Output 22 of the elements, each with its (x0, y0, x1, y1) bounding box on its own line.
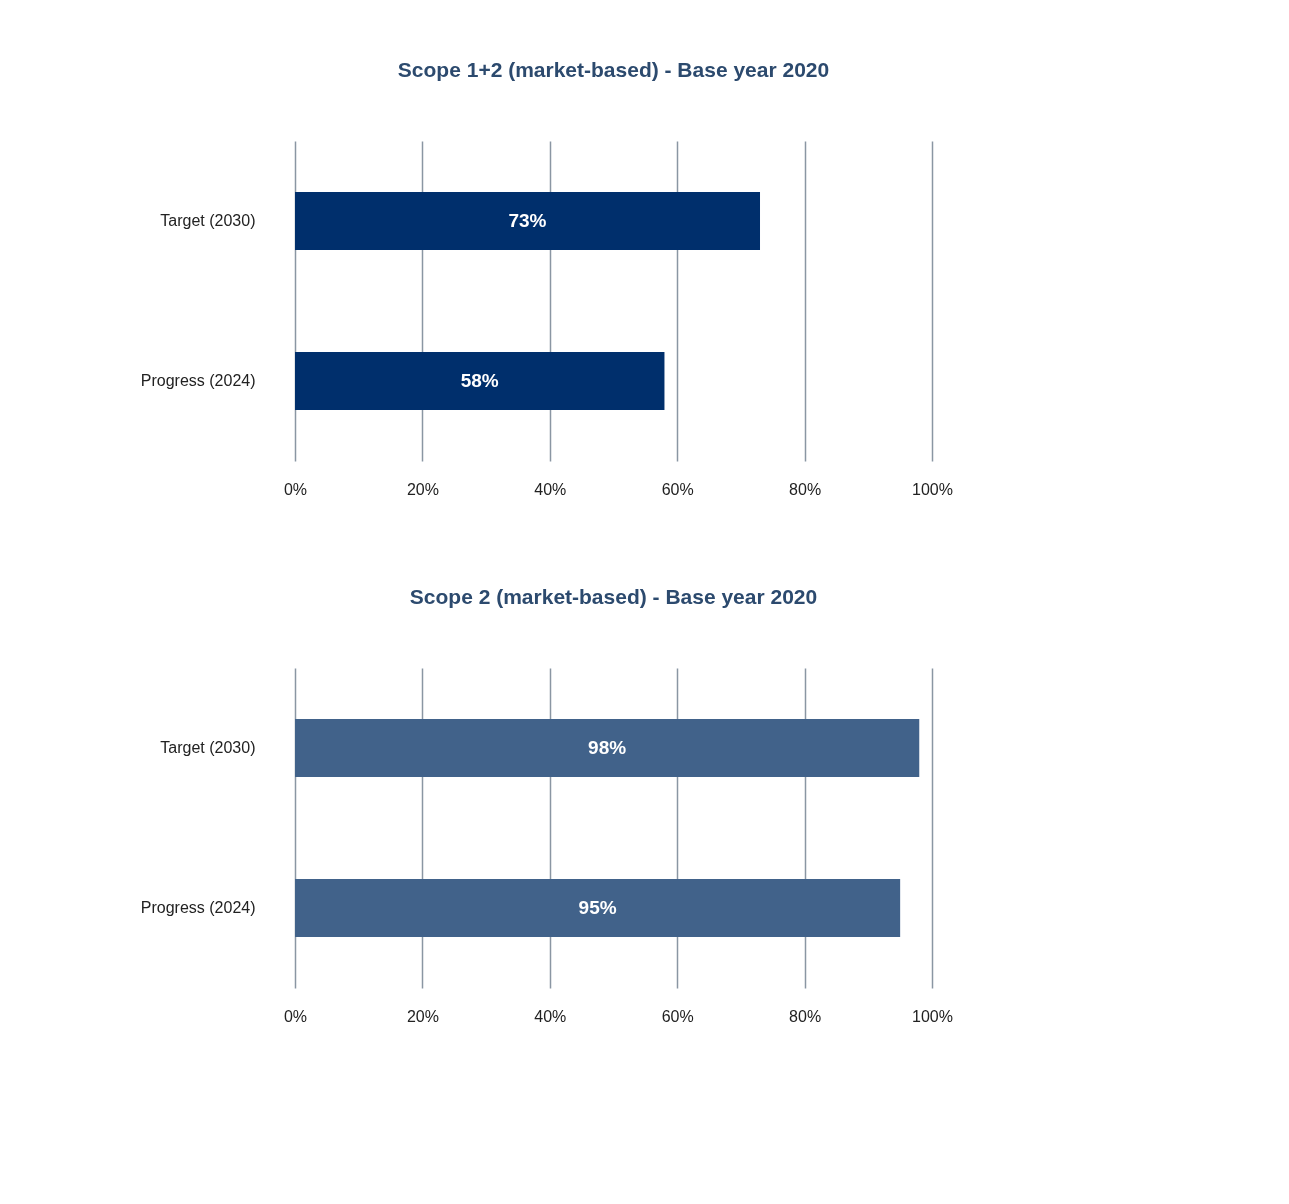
y-tick-label: Progress (2024) (140, 899, 256, 916)
x-tick-label: 100% (912, 480, 953, 498)
x-tick-label: 40% (534, 480, 567, 498)
chart-title: Scope 2 (market-based) - Base year 2020 (409, 585, 818, 608)
x-tick-label: 40% (534, 1007, 567, 1025)
data-label: 95% (578, 897, 617, 918)
x-tick-label: 0% (283, 1007, 308, 1025)
x-tick-label: 100% (912, 1007, 953, 1025)
y-tick-label: Target (2030) (160, 739, 256, 756)
x-tick-label: 80% (789, 1007, 822, 1025)
x-tick-label: 20% (406, 1007, 439, 1025)
x-tick-label: 20% (406, 480, 439, 498)
x-tick-label: 80% (789, 480, 822, 498)
x-tick-label: 60% (661, 1007, 694, 1025)
data-label: 58% (460, 370, 499, 391)
y-tick-label: Progress (2024) (140, 372, 256, 389)
x-tick-label: 60% (661, 480, 694, 498)
data-label: 73% (508, 210, 547, 231)
x-tick-label: 0% (283, 480, 308, 498)
chart-title: Scope 1+2 (market-based) - Base year 2020 (397, 58, 830, 81)
y-tick-label: Target (2030) (160, 212, 256, 229)
data-label: 98% (588, 737, 627, 758)
